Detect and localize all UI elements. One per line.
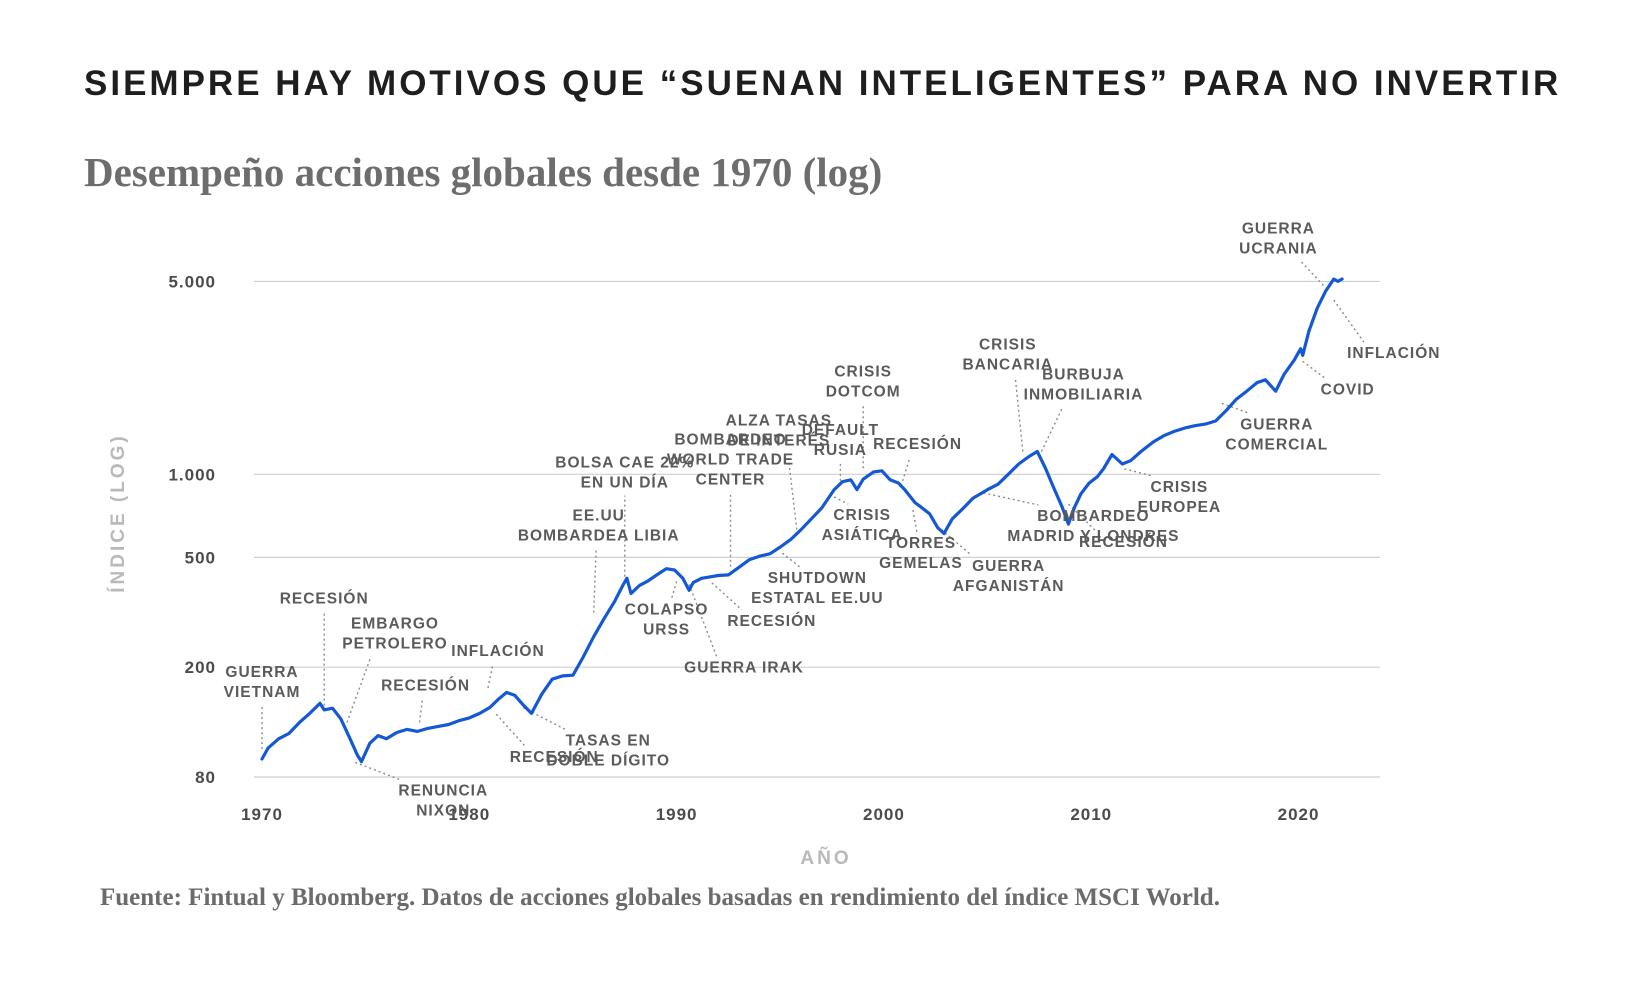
y-tick-labels: 80 200 500 1.000 5.000 (168, 272, 216, 787)
series-layer (260, 277, 1344, 764)
annotation-label: TASAS EN (566, 733, 651, 750)
annotation-label: BURBUJA (1042, 367, 1125, 384)
annotation-label: RUSIA (814, 442, 867, 459)
annotation-leader (495, 713, 526, 747)
source-note: Fuente: Fintual y Bloomberg. Datos de ac… (100, 884, 1220, 911)
annotation-label: EUROPEA (1138, 499, 1222, 516)
annotation-leader (1333, 299, 1365, 343)
annotation-label: CRISIS (1151, 479, 1209, 496)
annotation-label: DE INTERÉS (727, 433, 830, 450)
annotation-label: COLAPSO (625, 601, 709, 618)
annotation-label: WORLD TRADE (667, 452, 794, 469)
annotation-label: RECESIÓN (510, 748, 599, 766)
annotation-label: DOTCOM (826, 383, 901, 400)
x-tick-label: 2010 (1070, 805, 1112, 824)
annotation-label: RECESIÓN (280, 590, 369, 608)
y-tick-label: 5.000 (168, 272, 216, 291)
annotation-leader (688, 584, 718, 657)
x-tick-label: 2020 (1278, 805, 1320, 824)
annotation-leader (983, 492, 1039, 506)
annotation-label: BOMBARDEO (1037, 508, 1149, 525)
annotation-leader (418, 698, 424, 723)
annotation-label: RECESIÓN (873, 435, 962, 453)
annotation-leaders (261, 260, 1365, 781)
annotation-leader (670, 581, 678, 599)
headline: SIEMPRE HAY MOTIVOS QUE “SUENAN INTELIGE… (84, 64, 1562, 103)
annotation-label: BANCARIA (962, 357, 1053, 374)
annotation-label: DEFAULT (802, 422, 879, 439)
x-tick-label: 1980 (448, 805, 490, 824)
annotation-label: GEMELAS (879, 555, 963, 572)
chart-title: Desempeño acciones globales desde 1970 (… (84, 149, 883, 195)
index-line (260, 277, 1344, 764)
annotation-leader (487, 663, 494, 689)
annotation-label: EE.UU (573, 508, 625, 525)
annotation-label: MADRID Y LONDRES (1007, 528, 1179, 545)
annotation-leader (833, 496, 849, 505)
annotation-label: DOBLE DÍGITO (546, 753, 670, 770)
y-tick-label: 200 (185, 658, 216, 677)
annotation-leader (781, 552, 801, 568)
annotation-label: CRISIS (979, 337, 1037, 354)
x-tick-label: 2000 (863, 805, 905, 824)
annotation-label: VIETNAM (224, 684, 301, 701)
annotation-label: CENTER (696, 472, 766, 489)
annotation-label: COVID (1321, 381, 1375, 398)
annotation-label: INFLACIÓN (451, 642, 544, 660)
annotation-label: EMBARGO (351, 615, 439, 632)
annotation-label: INMOBILIARIA (1024, 387, 1144, 404)
annotation-label: UCRANIA (1239, 240, 1317, 257)
annotation-leader (933, 522, 972, 556)
annotation-labels: GUERRA VIETNAM RECESIÓN EMBARGO PETROLERO REN… (224, 220, 1440, 819)
y-tick-label: 500 (185, 548, 216, 567)
y-gridlines (254, 280, 1380, 778)
annotation-label: RECESIÓN (727, 612, 816, 630)
annotation-label: CRISIS (834, 363, 892, 380)
annotation-label: GUERRA (972, 558, 1045, 575)
annotation-label: NIXON (416, 802, 470, 819)
annotation-label: RENUNCIA (398, 782, 488, 799)
annotation-label: SHUTDOWN (768, 570, 867, 587)
annotation-label: BOMBARDEO (674, 432, 786, 449)
annotation-label: URSS (643, 621, 690, 638)
annotation-leader (1302, 360, 1326, 379)
x-tick-labels: 1970 1980 1990 2000 2010 2020 (241, 805, 1320, 824)
annotation-label: PETROLERO (342, 635, 447, 652)
annotation-leader (1040, 407, 1064, 452)
annotation-leader (346, 656, 372, 723)
y-axis-title: ÍNDICE (LOG) (107, 433, 129, 593)
annotation-label: GUERRA IRAK (684, 659, 804, 676)
annotation-label: GUERRA (1240, 416, 1313, 433)
annotation-label: GUERRA (225, 664, 298, 681)
annotation-leader (901, 456, 911, 482)
annotation-label: AFGANISTÁN (953, 578, 1065, 595)
annotation-label: COMERCIAL (1225, 436, 1328, 453)
annotation-label: RECESIÓN (1079, 533, 1168, 551)
annotation-leader (711, 582, 743, 611)
annotation-label: ESTATAL EE.UU (751, 590, 883, 607)
annotation-leader (1300, 260, 1324, 286)
x-tick-label: 1970 (241, 805, 283, 824)
annotation-leader (592, 548, 597, 613)
y-tick-label: 80 (195, 768, 216, 787)
annotation-label: ASIÁTICA (822, 527, 903, 544)
annotation-leader (1014, 377, 1024, 452)
annotation-label: CRISIS (833, 507, 891, 524)
annotation-label: BOMBARDEA LIBIA (518, 528, 680, 545)
y-tick-label: 1.000 (168, 465, 216, 484)
annotation-label: INFLACIÓN (1347, 344, 1440, 362)
annotation-label: GUERRA (1242, 220, 1315, 237)
x-tick-label: 1990 (656, 805, 698, 824)
annotation-label: ALZA TASAS (726, 413, 832, 430)
x-axis-title: AÑO (800, 847, 851, 869)
annotation-label: EN UN DÍA (581, 475, 669, 492)
annotation-label: BOLSA CAE 22% (555, 455, 694, 472)
annotation-leader (912, 509, 918, 533)
annotation-label: TORRES (886, 535, 956, 552)
annotation-label: RECESIÓN (381, 676, 470, 694)
